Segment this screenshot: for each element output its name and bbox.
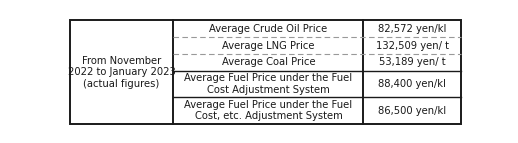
Text: 88,400 yen/kl: 88,400 yen/kl: [379, 79, 447, 89]
Text: Average Crude Oil Price: Average Crude Oil Price: [209, 24, 327, 34]
Text: 53,189 yen/ t: 53,189 yen/ t: [379, 57, 445, 67]
Text: 132,509 yen/ t: 132,509 yen/ t: [376, 40, 449, 50]
Text: 86,500 yen/kl: 86,500 yen/kl: [378, 106, 447, 116]
Text: Average LNG Price: Average LNG Price: [222, 40, 314, 50]
Text: Average Fuel Price under the Fuel
Cost, etc. Adjustment System: Average Fuel Price under the Fuel Cost, …: [184, 100, 352, 121]
Text: 82,572 yen/kl: 82,572 yen/kl: [378, 24, 447, 34]
Text: Average Coal Price: Average Coal Price: [222, 57, 315, 67]
Text: From November
2022 to January 2023
(actual figures): From November 2022 to January 2023 (actu…: [68, 56, 176, 89]
Text: Average Fuel Price under the Fuel
Cost Adjustment System: Average Fuel Price under the Fuel Cost A…: [184, 73, 352, 95]
